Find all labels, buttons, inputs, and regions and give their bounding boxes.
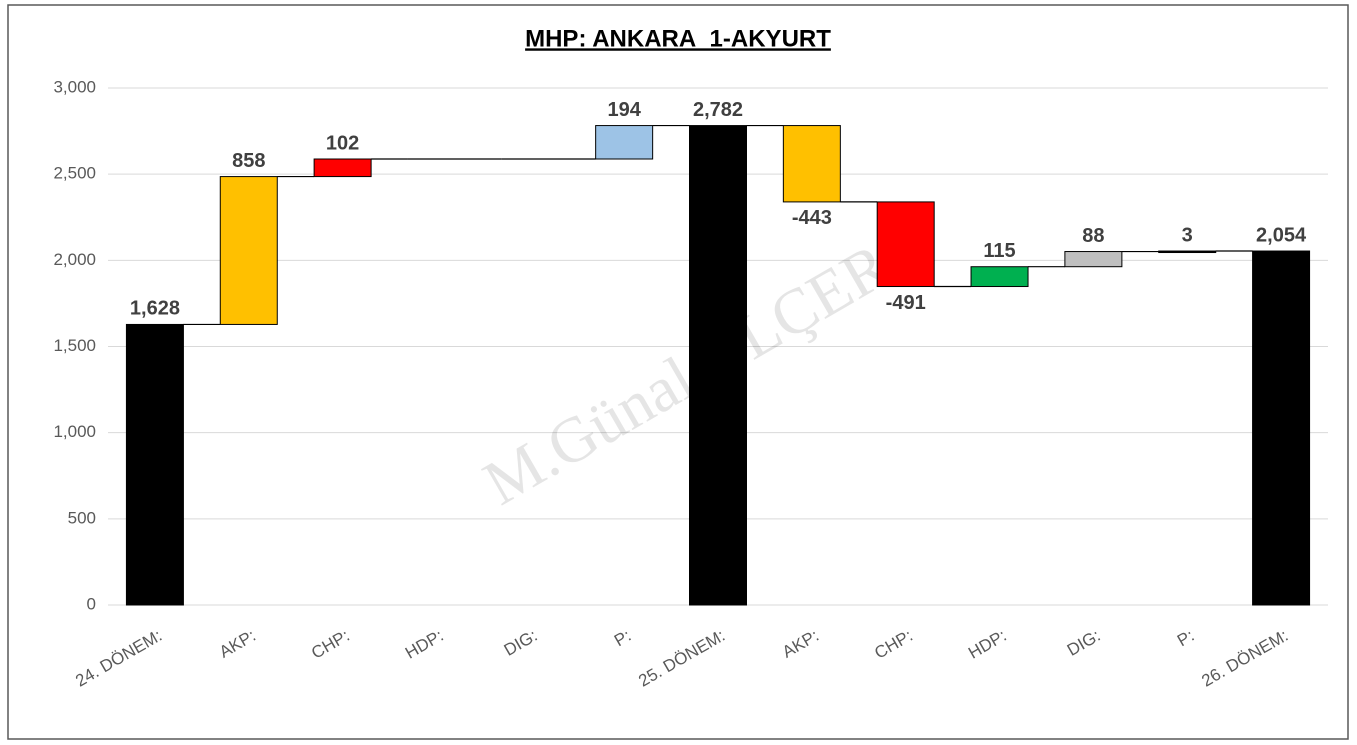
data-label: -491	[886, 292, 926, 314]
data-label: -443	[792, 207, 832, 229]
bar	[970, 266, 1029, 288]
bar	[1064, 251, 1123, 268]
y-tick-label: 500	[68, 508, 96, 527]
bar	[1158, 250, 1217, 254]
y-tick-label: 3,000	[53, 77, 96, 96]
data-label: 858	[232, 150, 265, 172]
data-label: 194	[607, 99, 641, 121]
y-tick-label: 1,500	[53, 336, 96, 355]
y-tick-label: 0	[87, 594, 96, 613]
y-tick-label: 2,000	[53, 250, 96, 269]
data-label: 88	[1082, 225, 1104, 247]
bar	[313, 158, 372, 178]
bar	[1252, 250, 1311, 606]
bar	[219, 176, 278, 325]
data-label: 3	[1182, 224, 1193, 246]
data-label: 2,782	[693, 99, 743, 121]
bar	[595, 125, 654, 160]
data-label: 2,054	[1256, 224, 1307, 246]
bar	[782, 125, 841, 203]
y-tick-label: 2,500	[53, 164, 96, 183]
bar	[689, 125, 747, 606]
data-label: 1,628	[130, 298, 180, 320]
data-label: 115	[983, 240, 1015, 262]
bar	[876, 201, 935, 288]
chart-frame	[7, 4, 1349, 740]
y-tick-label: 1,000	[53, 422, 96, 441]
chart-title: MHP: ANKARA_1-AKYURT	[525, 25, 831, 52]
data-label: 102	[326, 132, 359, 154]
bar	[125, 323, 184, 606]
